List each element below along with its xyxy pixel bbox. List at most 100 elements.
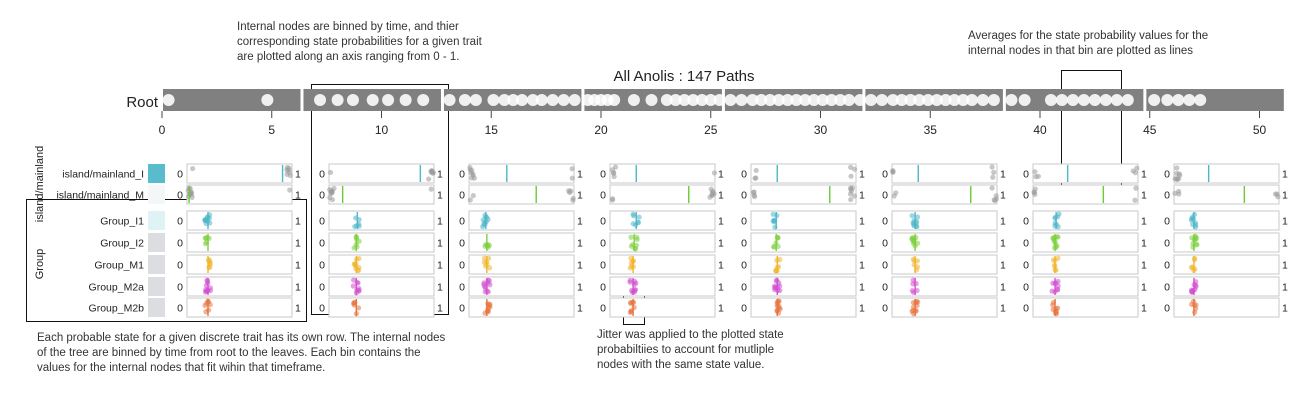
state-probability-point <box>328 189 334 196</box>
axis-zero-label: 0 <box>600 260 606 272</box>
state-probability-point <box>711 191 717 197</box>
state-probability-point <box>711 170 718 176</box>
axis-one-label: 1 <box>295 282 301 294</box>
state-probability-point <box>1049 302 1056 308</box>
state-color-swatch <box>148 185 165 204</box>
axis-zero-label: 0 <box>459 303 465 315</box>
axis-zero-label: 0 <box>459 260 465 272</box>
timeline-node <box>366 94 379 106</box>
timeline-bin-8 <box>1146 89 1284 111</box>
axis-zero-label: 0 <box>319 169 325 181</box>
axis-zero-label: 0 <box>882 260 888 272</box>
bin-panel <box>186 297 293 318</box>
bin-panel <box>1173 232 1280 253</box>
timeline-node <box>507 94 520 106</box>
axis-one-label: 1 <box>859 216 865 228</box>
state-probability-point <box>350 283 356 289</box>
axis-zero-label: 0 <box>882 216 888 228</box>
axis-one-label: 1 <box>718 238 724 250</box>
timeline-node <box>1121 94 1134 106</box>
axis-one-label: 1 <box>577 260 583 272</box>
axis-zero-label: 0 <box>319 216 325 228</box>
state-probability-point <box>634 234 640 240</box>
timeline-node <box>669 94 682 106</box>
axis-one-label: 1 <box>1141 169 1147 181</box>
state-probability-point <box>1193 283 1199 290</box>
state-probability-point <box>1031 189 1037 195</box>
axis-zero-label: 0 <box>177 282 183 294</box>
axis-zero-label: 0 <box>1023 169 1029 181</box>
axis-one-label: 1 <box>577 238 583 250</box>
bin-panel <box>186 163 293 184</box>
timeline-node <box>939 94 952 106</box>
state-probability-point <box>848 173 854 179</box>
annotation-top-left: Internal nodes are binned by time, and t… <box>237 21 482 63</box>
bin-panel <box>186 254 293 275</box>
bin-panel <box>328 184 435 205</box>
bin-panel <box>609 184 716 205</box>
bin-panel <box>891 254 998 275</box>
axis-one-label: 1 <box>437 216 443 228</box>
timeline-node <box>458 94 471 106</box>
state-probability-point <box>1174 165 1180 171</box>
state-probability-point <box>628 308 634 314</box>
timeline-node <box>314 94 327 106</box>
chart-title: All Anolis : 147 Paths <box>614 68 755 85</box>
bin-panel <box>1032 276 1139 297</box>
axis-zero-label: 0 <box>177 169 183 181</box>
time-axis-tick-label: 45 <box>1143 123 1157 137</box>
timeline-node <box>790 94 803 106</box>
axis-one-label: 1 <box>859 282 865 294</box>
state-probability-point <box>630 221 636 227</box>
bin-panel <box>468 163 575 184</box>
axis-one-label: 1 <box>295 190 301 202</box>
axis-one-label: 1 <box>718 216 724 228</box>
state-probability-point <box>635 219 642 226</box>
bin-panel <box>1032 210 1139 231</box>
axis-one-label: 1 <box>1141 260 1147 272</box>
axis-one-label: 1 <box>1141 282 1147 294</box>
axis-zero-label: 0 <box>741 282 747 294</box>
timeline-node <box>399 94 412 106</box>
state-probability-point <box>284 165 290 171</box>
state-probability-point <box>1053 267 1059 273</box>
state-probability-point <box>753 175 759 181</box>
timeline-node <box>261 94 274 106</box>
state-label: Group_M2a <box>89 282 145 294</box>
timeline-node <box>886 94 899 106</box>
state-probability-point <box>771 244 777 250</box>
axis-one-label: 1 <box>1282 238 1288 250</box>
axis-one-label: 1 <box>295 216 301 228</box>
state-probability-point <box>354 279 360 286</box>
state-probability-point <box>1176 188 1182 194</box>
bin-panel <box>1173 163 1280 184</box>
axis-zero-label: 0 <box>741 169 747 181</box>
state-probability-point <box>331 185 337 191</box>
axis-zero-label: 0 <box>459 190 465 202</box>
bin-panel <box>328 210 435 231</box>
bin-panel <box>891 210 998 231</box>
axis-zero-label: 0 <box>600 282 606 294</box>
axis-zero-label: 0 <box>741 303 747 315</box>
state-probability-point <box>990 174 996 180</box>
axis-one-label: 1 <box>1141 190 1147 202</box>
time-axis-tick-label: 10 <box>375 123 389 137</box>
state-probability-point <box>190 165 196 172</box>
axis-zero-label: 0 <box>1023 260 1029 272</box>
timeline-node <box>913 94 926 106</box>
axis-zero-label: 0 <box>882 169 888 181</box>
axis-one-label: 1 <box>295 303 301 315</box>
state-color-swatch <box>148 211 165 230</box>
axis-zero-label: 0 <box>882 238 888 250</box>
state-probability-point <box>914 214 921 220</box>
state-probability-point <box>909 213 915 219</box>
bin-panel <box>891 276 998 297</box>
timeline-node <box>825 94 838 106</box>
state-probability-point <box>909 236 915 242</box>
state-probability-point <box>329 197 336 203</box>
state-probability-point <box>772 285 778 291</box>
timeline-node <box>1194 94 1207 106</box>
timeline-node <box>695 94 708 106</box>
timeline-node <box>526 94 539 106</box>
